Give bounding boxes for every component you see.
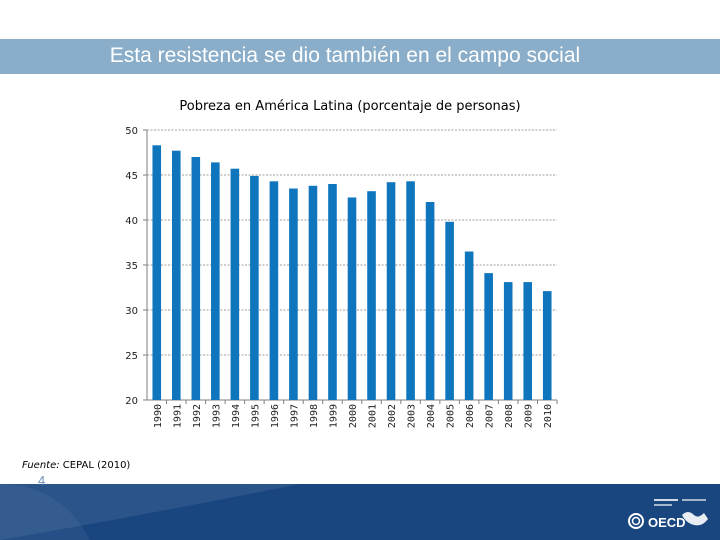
bar-1996: [269, 181, 279, 400]
oecd-logo-text: OECD: [648, 515, 686, 530]
source-note: Fuente: CEPAL (2010): [22, 460, 130, 471]
x-tick-label: 2006: [465, 404, 476, 428]
source-text: CEPAL (2010): [59, 460, 131, 471]
x-tick-label: 2007: [485, 404, 496, 428]
footer-wave: [0, 484, 300, 540]
footer-bar: [0, 484, 720, 540]
x-tick-label: 1994: [231, 404, 242, 428]
title-bar: [0, 39, 720, 74]
slide-title: Esta resistencia se dio también en el ca…: [109, 44, 581, 67]
x-tick-label: 2009: [524, 404, 535, 428]
y-tick-label: 25: [125, 351, 138, 362]
y-tick-label: 20: [125, 396, 138, 407]
x-tick-label: 1998: [309, 404, 320, 428]
x-tick-label: 1993: [211, 404, 222, 428]
x-tick-label: 2008: [504, 404, 515, 428]
bar-2007: [484, 273, 493, 400]
x-tick-label: 1997: [289, 404, 300, 428]
bar-2001: [367, 191, 376, 400]
bar-1991: [171, 150, 181, 400]
x-tick-label: 2000: [348, 404, 359, 428]
x-tick-label: 1992: [192, 404, 203, 428]
bar-1999: [328, 184, 337, 400]
y-tick-label: 30: [125, 306, 138, 317]
bar-2004: [425, 202, 435, 400]
bar-2010: [542, 291, 552, 400]
bar-2005: [445, 221, 454, 400]
page-number: 4: [38, 473, 46, 488]
bar-2003: [406, 181, 415, 400]
y-tick-label: 50: [125, 126, 138, 137]
x-tick-label: 1991: [172, 404, 183, 428]
bar-2000: [347, 197, 357, 400]
x-tick-label: 2002: [387, 404, 398, 428]
bar-2008: [503, 282, 513, 400]
bar-1997: [289, 188, 298, 400]
bar-1992: [191, 157, 201, 400]
bar-1994: [230, 168, 240, 400]
bar-1990: [152, 145, 162, 400]
x-tick-label: 1990: [153, 404, 164, 428]
x-tick-label: 2010: [543, 404, 554, 428]
bar-1995: [250, 175, 259, 400]
x-tick-label: 2001: [368, 404, 379, 428]
bar-2002: [386, 182, 396, 400]
bar-2009: [523, 282, 533, 400]
source-label: Fuente:: [22, 460, 60, 471]
y-tick-label: 45: [125, 171, 138, 182]
chart-title: Pobreza en América Latina (porcentaje de…: [179, 99, 521, 114]
x-tick-label: 2005: [446, 404, 457, 428]
x-tick-label: 2003: [407, 404, 418, 428]
x-tick-label: 1995: [250, 404, 261, 428]
x-tick-label: 1999: [328, 404, 339, 428]
oecd-logo: OECD: [628, 499, 708, 530]
x-tick-label: 1996: [270, 404, 281, 428]
x-tick-label: 2004: [426, 404, 437, 428]
bar-1998: [308, 185, 318, 400]
y-tick-label: 35: [125, 261, 138, 272]
y-tick-label: 40: [125, 216, 138, 227]
bar-1993: [211, 162, 220, 400]
bar-2006: [464, 251, 474, 400]
